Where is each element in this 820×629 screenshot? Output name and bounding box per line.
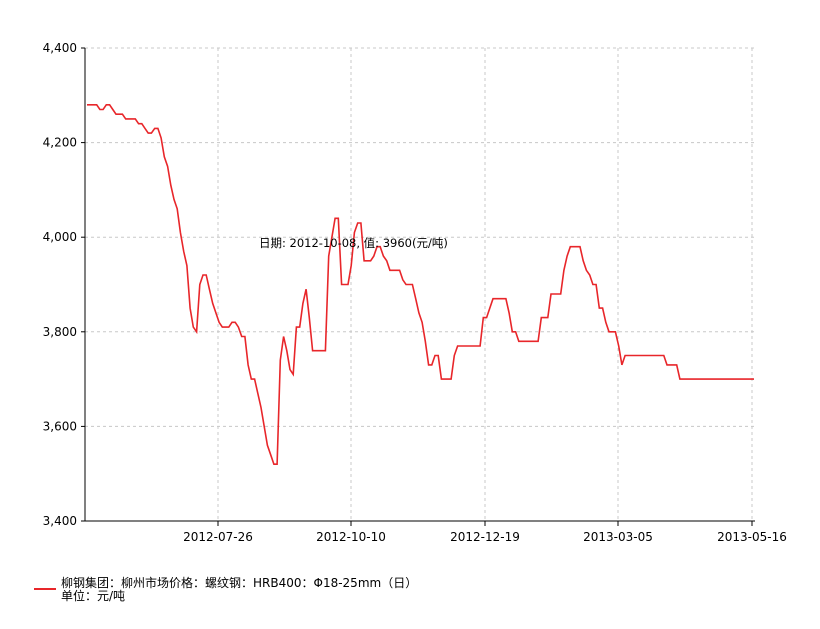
x-tick-label: 2012-07-26	[183, 530, 253, 544]
axes	[84, 48, 755, 522]
legend-swatch	[34, 588, 56, 590]
x-tick-label: 2012-12-19	[450, 530, 520, 544]
x-tick-label: 2013-03-05	[583, 530, 653, 544]
y-tick-label: 3,400	[43, 514, 77, 528]
legend-text: 柳钢集团：柳州市场价格：螺纹钢：HRB400：Φ18-25mm（日） 单位：元/…	[61, 577, 417, 603]
x-ticks: 2012-07-26 2012-10-10 2012-12-19 2013-03-05…	[183, 521, 787, 544]
series-layer	[87, 104, 754, 466]
legend-unit: 单位：元/吨	[61, 589, 126, 603]
y-tick-label: 4,000	[43, 230, 77, 244]
x-tick-label: 2012-10-10	[316, 530, 386, 544]
data-point-tooltip: 日期: 2012-10-08, 值: 3960(元/吨)	[259, 236, 448, 250]
y-tick-label: 3,600	[43, 419, 77, 433]
y-ticks: 3,400 3,600 3,800 4,000 4,200 4,400	[43, 41, 85, 528]
legend: 柳钢集团：柳州市场价格：螺纹钢：HRB400：Φ18-25mm（日） 单位：元/…	[34, 577, 417, 603]
x-tick-label: 2013-05-16	[717, 530, 787, 544]
series-line	[87, 104, 754, 466]
grid	[85, 47, 755, 521]
y-tick-label: 4,400	[43, 41, 77, 55]
y-tick-label: 3,800	[43, 325, 77, 339]
y-tick-label: 4,200	[43, 136, 77, 150]
legend-series-name: 柳钢集团：柳州市场价格：螺纹钢：HRB400：Φ18-25mm（日）	[61, 576, 418, 590]
